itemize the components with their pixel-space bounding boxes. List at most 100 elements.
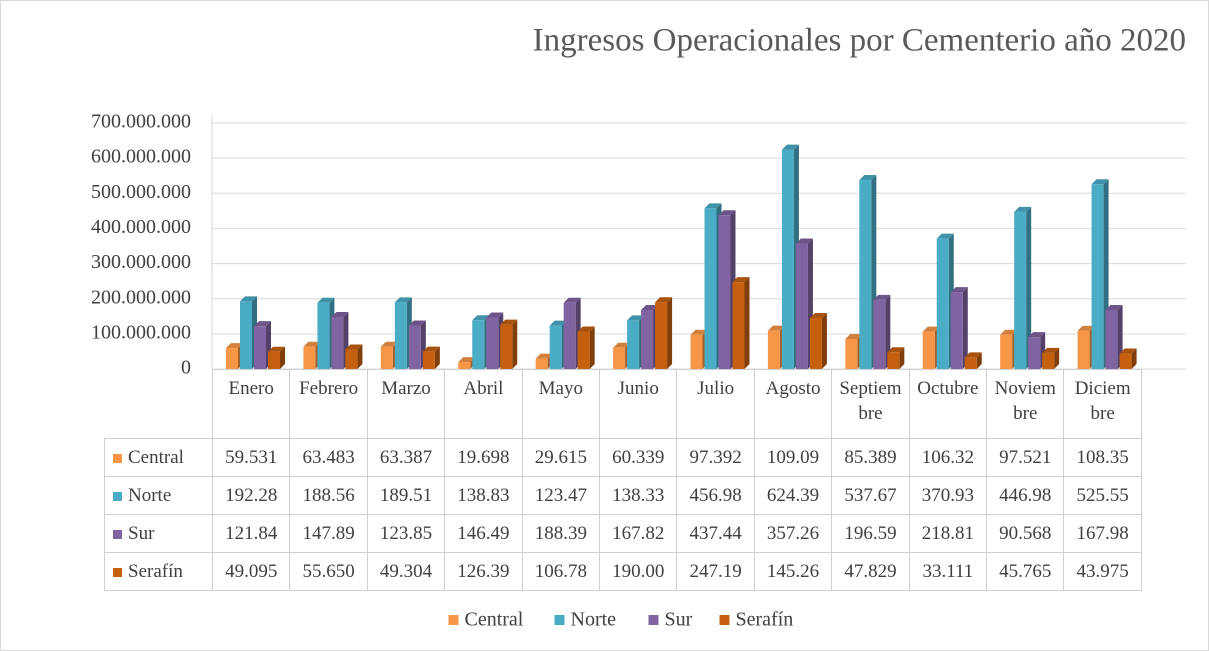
table-cell: 446.98 (986, 476, 1065, 515)
bar-top (1014, 206, 1032, 212)
table-cell: 218.81 (908, 514, 988, 553)
bar (641, 310, 654, 369)
bar-top (303, 341, 321, 347)
bar-top (240, 296, 257, 302)
bar-top (873, 294, 891, 300)
bar (1042, 352, 1055, 369)
bar (1028, 337, 1041, 369)
bar-top (422, 346, 440, 352)
x-tick-label: Julio (676, 369, 755, 439)
bar-side (962, 287, 968, 369)
table-cell: 90.568 (986, 514, 1065, 553)
bar-top (500, 319, 518, 325)
legend-swatch (554, 615, 565, 625)
bar (859, 180, 872, 369)
bar (577, 331, 590, 369)
bar-top (964, 352, 982, 358)
bar-side (434, 346, 440, 369)
bar-top (704, 203, 722, 209)
bar (380, 346, 393, 369)
bar (317, 302, 330, 369)
legend-swatch (448, 615, 459, 625)
bar (331, 317, 344, 369)
bar-top (563, 297, 581, 303)
table-cell: 29.615 (521, 438, 601, 477)
row-swatch (113, 491, 122, 501)
bar (1077, 330, 1090, 369)
y-tick-label: 500.000.000 (91, 181, 191, 203)
bar-top (254, 321, 271, 327)
bar (1119, 353, 1132, 369)
bar-side (667, 297, 673, 369)
table-cell: 370.93 (908, 476, 988, 515)
table-row: Sur 121.84 147.89 123.85 146.49 188.39 167.82 4… (104, 514, 1142, 553)
bar (613, 347, 626, 369)
table-cell: 121.84 (211, 514, 291, 553)
bar (795, 243, 808, 369)
x-tick-label: Junio (599, 369, 678, 439)
table-cell: 97.521 (986, 438, 1065, 477)
bar-top (577, 326, 595, 332)
table-cell: 106.32 (908, 438, 988, 477)
bar-top (845, 333, 863, 339)
x-tick-label: Abril (444, 369, 523, 439)
bar-top (641, 305, 659, 311)
table-cell: 123.47 (521, 476, 601, 515)
bar-top (1042, 347, 1060, 353)
bar-top (1000, 329, 1018, 335)
table-cell: 247.19 (676, 552, 755, 591)
bar-top (627, 315, 645, 321)
bar-top (859, 175, 877, 181)
table-cell: 19.698 (444, 438, 523, 477)
y-tick-label: 200.000.000 (91, 286, 191, 308)
bar-top (1119, 348, 1137, 354)
bar-top (690, 329, 708, 335)
bar-side (280, 346, 285, 369)
row-name: Sur (128, 522, 155, 544)
y-tick-label: 0 (181, 357, 191, 379)
table-cell: 106.78 (521, 552, 601, 591)
row-swatch (113, 453, 122, 463)
table-cell: 145.26 (753, 552, 833, 591)
bar-top (317, 297, 335, 303)
bar (500, 324, 513, 369)
y-tick-label: 700.000.000 (91, 111, 191, 133)
table-cell: 59.531 (211, 438, 291, 477)
bar (472, 320, 485, 369)
bar (655, 302, 668, 369)
row-name: Serafín (128, 560, 183, 582)
bar (226, 348, 238, 369)
row-label: Serafín (104, 552, 213, 591)
table-cell: 188.56 (289, 476, 368, 515)
bar-top (887, 347, 905, 353)
bar (535, 358, 548, 369)
x-tick-label: Diciembre (1063, 369, 1142, 439)
bar-top (1077, 325, 1095, 331)
table-cell: 123.85 (366, 514, 446, 553)
bar-top (472, 315, 490, 321)
bar (345, 349, 358, 369)
bar-side (1054, 347, 1060, 369)
bar-top (1105, 304, 1123, 310)
bar-top (767, 325, 785, 331)
y-tick-label: 400.000.000 (91, 216, 191, 238)
bar-top (613, 342, 631, 348)
table-cell: 624.39 (753, 476, 833, 515)
table-cell: 97.392 (676, 438, 755, 477)
table-cell: 146.49 (444, 514, 523, 553)
bar-top (458, 357, 476, 363)
table-cell: 43.975 (1063, 552, 1142, 591)
bar-side (744, 277, 750, 369)
bar (458, 362, 471, 369)
bar-top (936, 233, 954, 239)
row-swatch (113, 529, 122, 539)
row-name: Central (128, 446, 184, 468)
bar-top (1091, 179, 1109, 185)
bar-top (268, 346, 285, 352)
table-row: Central 59.531 63.483 63.387 19.698 29.615 60.… (104, 438, 1142, 477)
legend-label: Serafín (736, 609, 794, 631)
bar-side (357, 344, 363, 369)
y-tick-label: 600.000.000 (91, 146, 191, 168)
